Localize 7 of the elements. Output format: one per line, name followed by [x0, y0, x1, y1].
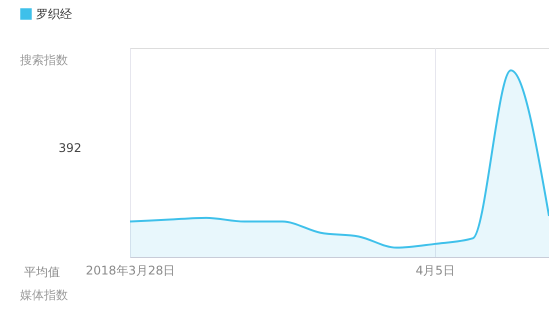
text: 392 — [58, 141, 82, 155]
x-tick-label: 2018年3月28日 — [86, 264, 176, 278]
legend-label: 罗织经 — [36, 7, 72, 21]
x-tick-label: 4月5日 — [416, 264, 455, 278]
text: 搜索指数 — [20, 53, 68, 67]
text: 平均值 — [24, 265, 60, 279]
text: 媒体指数 — [20, 288, 68, 302]
